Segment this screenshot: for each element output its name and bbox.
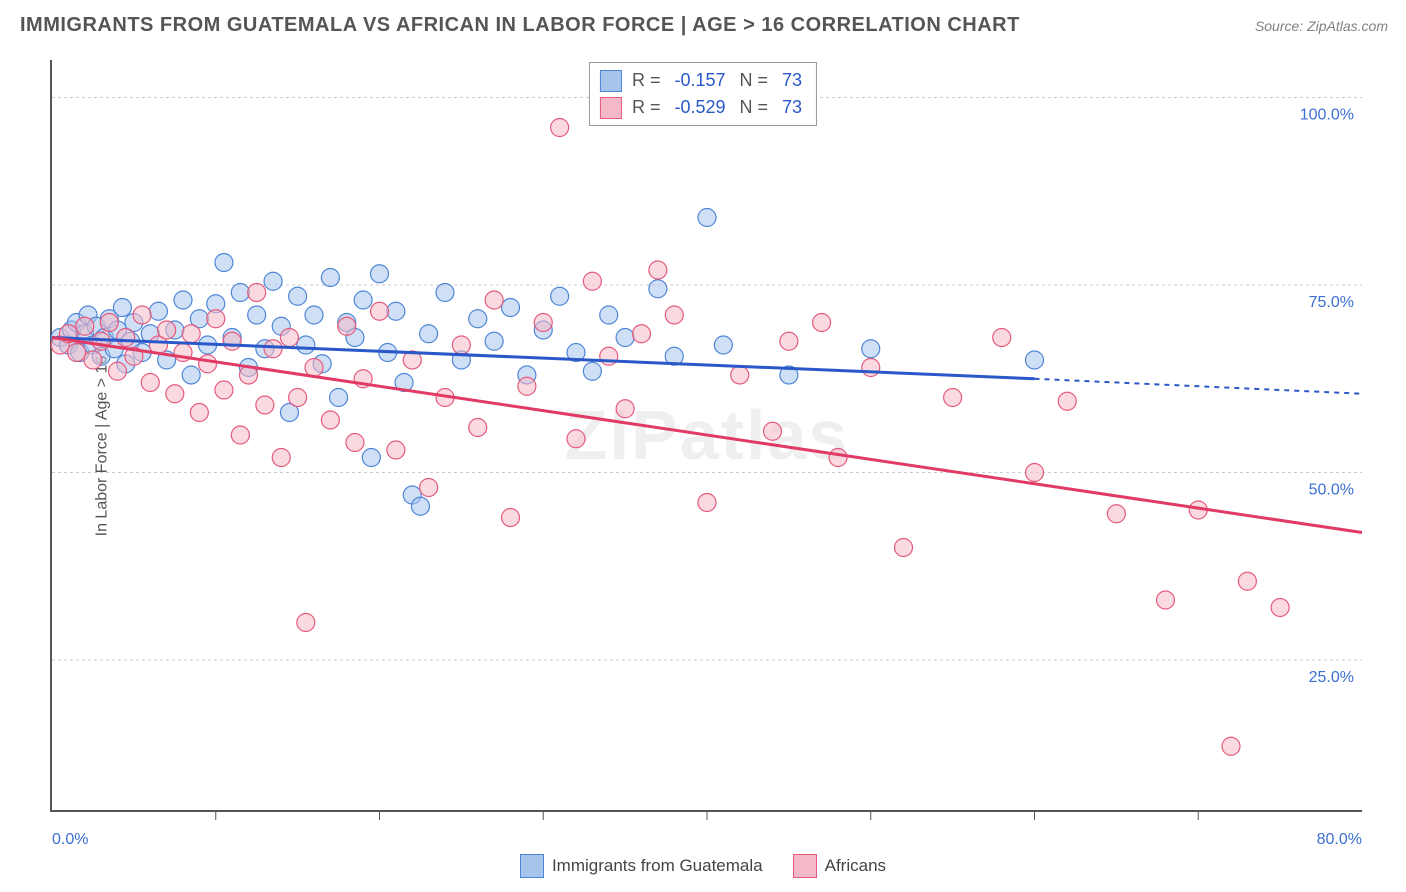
legend-label: Africans: [825, 856, 886, 876]
legend-swatch-guatemala: [600, 70, 622, 92]
legend-swatch-icon: [520, 854, 544, 878]
chart-container: IMMIGRANTS FROM GUATEMALA VS AFRICAN IN …: [0, 0, 1406, 892]
r-label: R =: [628, 67, 665, 94]
legend-swatch-icon: [793, 854, 817, 878]
chart-svg: 25.0%50.0%75.0%100.0%0.0%80.0%: [52, 60, 1362, 810]
n-label: N =: [736, 94, 773, 121]
svg-text:80.0%: 80.0%: [1317, 831, 1362, 848]
n-value: 73: [778, 94, 806, 121]
n-label: N =: [736, 67, 773, 94]
svg-text:75.0%: 75.0%: [1309, 294, 1354, 311]
n-value: 73: [778, 67, 806, 94]
svg-text:0.0%: 0.0%: [52, 831, 88, 848]
series-legend: Immigrants from Guatemala Africans: [0, 854, 1406, 878]
r-value: -0.157: [670, 67, 729, 94]
r-label: R =: [628, 94, 665, 121]
legend-row-guatemala: R = -0.157 N = 73: [600, 67, 806, 94]
correlation-legend: R = -0.157 N = 73 R = -0.529 N = 73: [589, 62, 817, 126]
svg-text:100.0%: 100.0%: [1300, 107, 1354, 124]
legend-item-africans: Africans: [793, 854, 886, 878]
source-attribution: Source: ZipAtlas.com: [1255, 18, 1388, 34]
legend-label: Immigrants from Guatemala: [552, 856, 763, 876]
chart-title: IMMIGRANTS FROM GUATEMALA VS AFRICAN IN …: [20, 14, 1020, 37]
plot-area: ZIPatlas 25.0%50.0%75.0%100.0%0.0%80.0%: [50, 60, 1362, 812]
svg-text:25.0%: 25.0%: [1309, 669, 1354, 686]
legend-item-guatemala: Immigrants from Guatemala: [520, 854, 763, 878]
r-value: -0.529: [670, 94, 729, 121]
legend-swatch-africans: [600, 97, 622, 119]
svg-text:50.0%: 50.0%: [1309, 482, 1354, 499]
legend-row-africans: R = -0.529 N = 73: [600, 94, 806, 121]
